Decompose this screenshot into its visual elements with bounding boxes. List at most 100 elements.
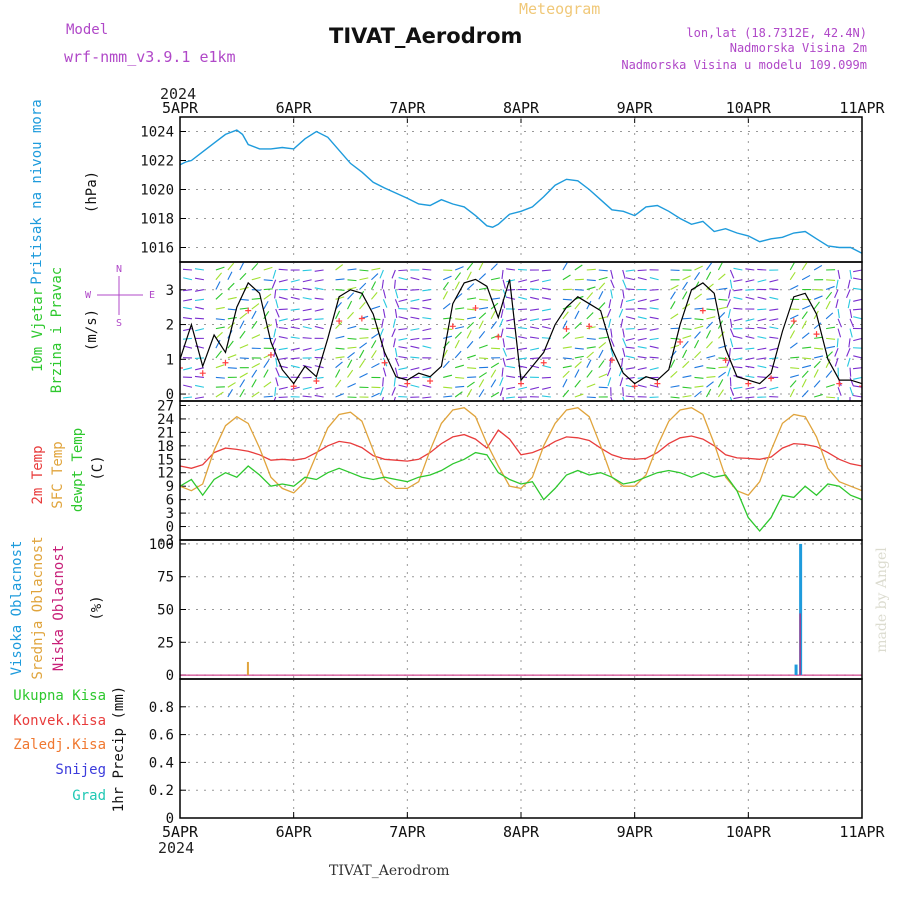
wind-arrow <box>347 383 356 388</box>
wind-arrow <box>837 308 840 319</box>
wind-arrow <box>625 384 635 388</box>
wind-arrow <box>586 396 596 399</box>
wind-arrow <box>649 356 659 359</box>
wind-arrow <box>790 356 800 359</box>
wind-arrow <box>813 264 823 271</box>
wind-arrow <box>562 357 572 360</box>
wind-arrow <box>574 301 581 310</box>
wind-arrow <box>455 364 464 369</box>
wind-speed-marker <box>404 380 411 387</box>
wind-arrow <box>694 385 704 388</box>
wind-arrow <box>371 363 380 369</box>
wind-arrow <box>757 347 767 351</box>
wind-arrow <box>263 300 269 310</box>
precip-ytick-label: 0.6 <box>149 728 174 744</box>
pressure-unit: (hPa) <box>84 171 100 213</box>
wind-arrow <box>275 318 278 328</box>
wind-arrow <box>490 391 500 398</box>
wind-arrow <box>347 337 357 340</box>
wind-arrow <box>215 376 225 379</box>
wind-arrow <box>814 347 824 350</box>
wind-arrow <box>239 272 247 281</box>
wind-speed-marker <box>722 357 729 364</box>
wind-arrow <box>490 379 497 388</box>
wind-arrow <box>853 337 862 342</box>
wind-arrow <box>455 307 465 310</box>
wind-arrow <box>625 288 635 291</box>
wind-arrow <box>180 308 181 310</box>
wind-arrow <box>562 311 569 320</box>
wind-arrow <box>649 337 659 341</box>
wind-arrow <box>501 367 504 377</box>
wind-arrow <box>729 338 734 348</box>
wind-arrow <box>574 393 584 398</box>
wind-arrow <box>215 272 223 281</box>
wind-arrow <box>290 308 300 311</box>
pressure-line <box>180 129 862 254</box>
temp-ylabel-2m: 2m Temp <box>30 445 46 504</box>
temperature-ytick-label: 27 <box>157 398 174 414</box>
temperature-frame <box>179 400 863 541</box>
wind-arrow <box>801 311 808 320</box>
wind-ytick-label: 0 <box>166 387 174 403</box>
wind-arrow <box>745 296 755 300</box>
wind-arrow <box>422 288 432 292</box>
wind-arrow <box>183 328 193 332</box>
wind-arrows <box>180 262 862 401</box>
wind-arrow <box>825 370 833 378</box>
wind-arrow <box>586 292 594 300</box>
wind-arrow <box>541 308 552 312</box>
wind-arrow <box>290 357 300 360</box>
top-tick-label: 10APR <box>726 99 772 117</box>
wind-arrow <box>478 312 487 320</box>
wind-arrow <box>733 396 743 400</box>
wind-arrow <box>410 288 420 291</box>
wind-arrow <box>694 265 703 271</box>
wind-arrow <box>335 310 341 320</box>
wind-arrow <box>501 269 504 280</box>
wind-arrow <box>745 386 755 390</box>
year-label-top: 2024 <box>160 85 196 103</box>
wind-arrow <box>499 377 504 387</box>
wind-arrow <box>745 279 755 283</box>
wind-arrow <box>271 279 277 289</box>
wind-arrow <box>227 322 236 330</box>
wind-arrow <box>422 306 432 310</box>
wind-arrow <box>335 335 345 339</box>
wind-ytick-label: 2 <box>166 318 174 334</box>
wind-arrow <box>637 356 647 359</box>
wind-arrow <box>705 330 712 339</box>
wind-arrow <box>562 346 572 349</box>
wind-arrow <box>849 308 853 319</box>
wind-arrow <box>491 347 501 350</box>
wind-arrow <box>682 375 692 379</box>
wind-arrow <box>275 308 280 318</box>
legend-grad: Grad <box>72 788 106 804</box>
wind-arrow <box>410 367 420 371</box>
temp-ylabel-sfc: SFC Temp <box>50 441 66 508</box>
wind-arrow <box>347 268 357 271</box>
wind-arrow <box>490 277 501 281</box>
wind-arrow <box>393 338 396 348</box>
wind-arrow <box>442 341 450 349</box>
wind-arrow <box>757 376 767 379</box>
wind-arrow <box>314 308 324 312</box>
wind-arrow <box>194 298 205 302</box>
wind-arrow <box>263 293 272 300</box>
wind-arrow <box>239 307 249 310</box>
wind-arrow <box>682 328 692 330</box>
precip-frame <box>179 678 863 819</box>
wind-arrow <box>467 376 477 379</box>
wind-arrow <box>195 306 205 310</box>
wind-arrow <box>837 387 842 396</box>
wind-arrow <box>849 367 852 377</box>
wind-arrow <box>849 328 853 338</box>
wind-arrow <box>422 345 432 349</box>
wind-speed-marker <box>677 338 684 345</box>
wind-arrow <box>598 342 607 349</box>
wind-arrow <box>422 298 432 302</box>
top-tick-label: 5APR <box>162 99 199 117</box>
cloud-bar <box>246 661 249 676</box>
wind-arrow <box>359 277 369 281</box>
wind-speed-marker <box>267 351 274 358</box>
